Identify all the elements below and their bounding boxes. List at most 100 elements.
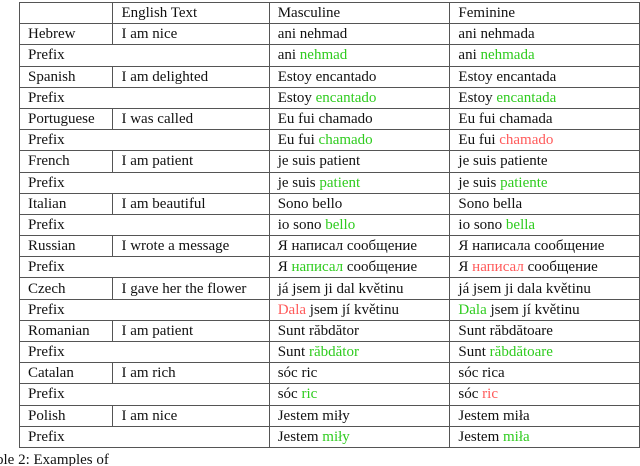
text-segment: Eu fui xyxy=(458,132,500,149)
prefix-label-cell: Prefix xyxy=(19,213,270,237)
feminine-cell: Estoy encantada xyxy=(449,65,640,88)
masculine-cell: je suis patient xyxy=(268,150,451,173)
prefix-feminine-cell: Dala jsem jí květinu xyxy=(449,298,640,321)
prefix-row: Prefix Я написал сообщение Я написал сообщ… xyxy=(19,256,640,279)
text-segment: jsem jí květinu xyxy=(306,301,399,318)
prefix-feminine-cell: Jestem miła xyxy=(449,425,640,448)
feminine-cell: Я написала сообщение xyxy=(449,235,640,258)
language-cell: Catalan xyxy=(18,362,114,385)
prefix-label-cell: Prefix xyxy=(19,298,270,321)
masculine-cell: Estoy encantado xyxy=(268,65,451,88)
table-row: French I am patient je suis patient je suis… xyxy=(18,150,640,173)
feminine-cell: Sono bella xyxy=(449,192,640,215)
prefix-row: Prefix Sunt răbdător Sunt răbdătoare xyxy=(19,340,640,364)
correct-segment: patiente xyxy=(500,174,548,191)
prefix-feminine-cell: je suis patiente xyxy=(449,171,640,194)
masculine-cell: Sono bello xyxy=(268,192,451,215)
feminine-cell: Jestem miła xyxy=(449,404,640,427)
text-segment: io sono xyxy=(458,216,506,233)
prefix-masculine-cell: Sunt răbdător xyxy=(268,340,451,364)
prefix-row: Prefix Estoy encantado Estoy encantada xyxy=(19,86,640,109)
feminine-cell: Eu fui chamada xyxy=(449,107,640,131)
feminine-cell: Sunt răbdătoare xyxy=(449,319,640,343)
text-segment: Estoy xyxy=(458,89,497,106)
text-segment: io sono xyxy=(277,216,326,233)
correct-segment: patient xyxy=(319,174,361,191)
feminine-cell: ani nehmada xyxy=(449,23,640,46)
prefix-feminine-cell: Sunt răbdătoare xyxy=(449,340,640,364)
masculine-cell: já jsem ji dal květinu xyxy=(268,277,451,300)
text-segment: Я xyxy=(458,259,473,276)
text-segment: сообщение xyxy=(523,259,598,276)
prefix-masculine-cell: Eu fui chamado xyxy=(268,129,451,152)
english-text-cell: I am nice xyxy=(112,404,270,427)
prefix-row: Prefix Dala jsem jí květinu Dala jsem jí k… xyxy=(19,298,640,321)
prefix-label-cell: Prefix xyxy=(19,171,270,194)
language-cell: Romanian xyxy=(18,319,114,343)
english-text-cell: I am delighted xyxy=(112,65,270,88)
masculine-cell: Я написал сообщение xyxy=(268,235,451,258)
language-cell: French xyxy=(18,150,114,173)
text-segment: je suis xyxy=(277,174,320,191)
incorrect-segment: ric xyxy=(482,386,498,403)
prefix-label-cell: Prefix xyxy=(19,86,270,109)
text-segment: Jestem xyxy=(458,428,503,445)
prefix-label-cell: Prefix xyxy=(19,340,270,364)
correct-segment: encantada xyxy=(496,89,557,106)
prefix-label-cell: Prefix xyxy=(19,256,270,279)
header-cell: Feminine xyxy=(449,1,640,25)
correct-segment: miła xyxy=(502,428,530,445)
prefix-row: Prefix io sono bello io sono bella xyxy=(19,213,640,237)
prefix-masculine-cell: Estoy encantado xyxy=(268,86,451,109)
text-segment: sóc xyxy=(458,386,483,403)
feminine-cell: sóc rica xyxy=(449,362,640,385)
correct-segment: miły xyxy=(322,428,350,445)
masculine-cell: Eu fui chamado xyxy=(268,107,451,131)
text-segment: Eu fui xyxy=(277,132,319,149)
prefix-row: Prefix sóc ric sóc ric xyxy=(19,383,640,406)
header-row: English Text Masculine Feminine xyxy=(18,1,640,25)
text-segment: je suis xyxy=(458,174,501,191)
prefix-feminine-cell: Estoy encantada xyxy=(449,86,640,109)
language-cell: Italian xyxy=(18,192,114,215)
incorrect-segment: chamado xyxy=(499,132,554,149)
table-row: Romanian I am patient Sunt răbdător Sunt ră… xyxy=(18,319,640,343)
prefix-label-cell: Prefix xyxy=(19,44,270,67)
prefix-masculine-cell: Я написал сообщение xyxy=(268,256,451,279)
prefix-masculine-cell: io sono bello xyxy=(268,213,451,237)
text-segment: Estoy xyxy=(277,89,316,106)
correct-segment: bella xyxy=(505,216,536,233)
text-segment: sóc xyxy=(277,386,302,403)
header-cell xyxy=(18,1,114,25)
prefix-label-cell: Prefix xyxy=(19,383,270,406)
english-text-cell: I was called xyxy=(112,107,270,131)
language-cell: Russian xyxy=(18,235,114,258)
language-cell: Hebrew xyxy=(18,23,114,46)
table-row: Russian I wrote a message Я написал сообще… xyxy=(18,235,640,258)
prefix-row: Prefix ani nehmad ani nehmada xyxy=(19,44,640,67)
language-cell: Polish xyxy=(18,404,114,427)
english-text-cell: I am beautiful xyxy=(112,192,270,215)
correct-segment: bello xyxy=(325,216,356,233)
language-cell: Portuguese xyxy=(18,107,114,131)
prefix-row: Prefix Jestem miły Jestem miła xyxy=(19,425,640,448)
prefix-row: Prefix je suis patient je suis patiente xyxy=(19,171,640,194)
correct-segment: răbdătoare xyxy=(489,344,553,361)
header-cell: English Text xyxy=(112,1,270,25)
correct-segment: chamado xyxy=(318,132,373,149)
table-row: Italian I am beautiful Sono bello Sono bell… xyxy=(18,192,640,215)
correct-segment: encantado xyxy=(315,89,377,106)
language-cell: Spanish xyxy=(18,65,114,88)
header-cell: Masculine xyxy=(268,1,451,25)
text-segment: Jestem xyxy=(277,428,323,445)
table-row: Czech I gave her the flower já jsem ji dal… xyxy=(18,277,640,300)
table-row: Polish I am nice Jestem miły Jestem miła xyxy=(18,404,640,427)
text-segment: ani xyxy=(277,47,300,64)
prefix-feminine-cell: sóc ric xyxy=(449,383,640,406)
prefix-label-cell: Prefix xyxy=(19,425,270,448)
table-row: Portuguese I was called Eu fui chamado Eu f… xyxy=(18,107,640,131)
english-text-cell: I gave her the flower xyxy=(112,277,270,300)
prefix-label-cell: Prefix xyxy=(19,129,270,152)
masculine-cell: Jestem miły xyxy=(268,404,451,427)
feminine-cell: já jsem ji dala květinu xyxy=(449,277,640,300)
